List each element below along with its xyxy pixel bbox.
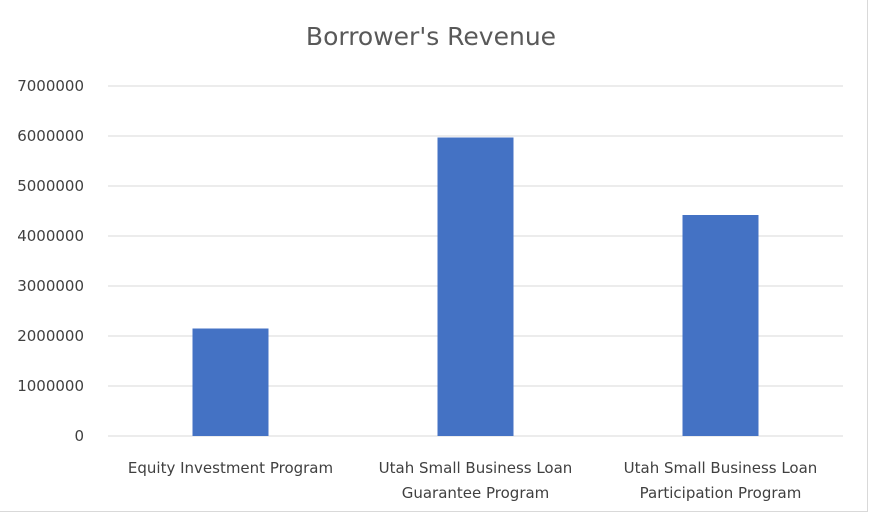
x-category-label: Utah Small Business Loan (624, 459, 818, 477)
y-tick-label: 1000000 (17, 377, 84, 395)
x-category-label: Participation Program (640, 484, 802, 502)
y-tick-label: 0 (74, 427, 84, 445)
x-category-label: Equity Investment Program (128, 459, 333, 477)
bar (192, 328, 269, 436)
chart-title: Borrower's Revenue (306, 22, 556, 51)
bar (437, 137, 514, 436)
y-axis-tick-labels: 0 1000000 2000000 3000000 4000000 5000000 6000… (17, 77, 84, 445)
y-tick-label: 3000000 (17, 277, 84, 295)
x-category-label: Guarantee Program (402, 484, 550, 502)
y-tick-label: 4000000 (17, 227, 84, 245)
y-tick-label: 2000000 (17, 327, 84, 345)
bar (682, 215, 759, 436)
x-category-label: Utah Small Business Loan (379, 459, 573, 477)
y-tick-label: 6000000 (17, 127, 84, 145)
y-tick-label: 5000000 (17, 177, 84, 195)
y-tick-label: 7000000 (17, 77, 84, 95)
x-axis-category-labels: Equity Investment Program Utah Small Busi… (128, 459, 817, 502)
bars (192, 137, 759, 436)
